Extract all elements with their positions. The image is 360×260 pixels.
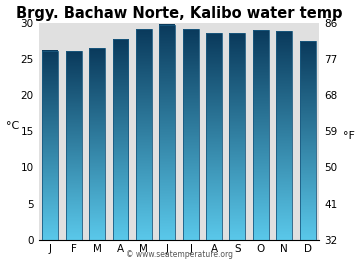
Bar	[136, 29, 152, 239]
Bar	[300, 41, 316, 239]
Bar	[159, 24, 175, 239]
Bar	[42, 50, 58, 239]
Bar	[206, 33, 222, 239]
Bar	[276, 31, 292, 239]
Y-axis label: °C: °C	[5, 121, 19, 131]
Bar	[66, 51, 82, 239]
Bar	[229, 33, 246, 239]
Bar	[89, 48, 105, 239]
Y-axis label: °F: °F	[343, 131, 355, 141]
Bar	[113, 39, 129, 239]
Text: © www.seatemperature.org: © www.seatemperature.org	[126, 250, 234, 259]
Title: Brgy. Bachaw Norte, Kalibo water temp: Brgy. Bachaw Norte, Kalibo water temp	[16, 5, 342, 21]
Bar	[183, 29, 199, 239]
Bar	[253, 30, 269, 239]
